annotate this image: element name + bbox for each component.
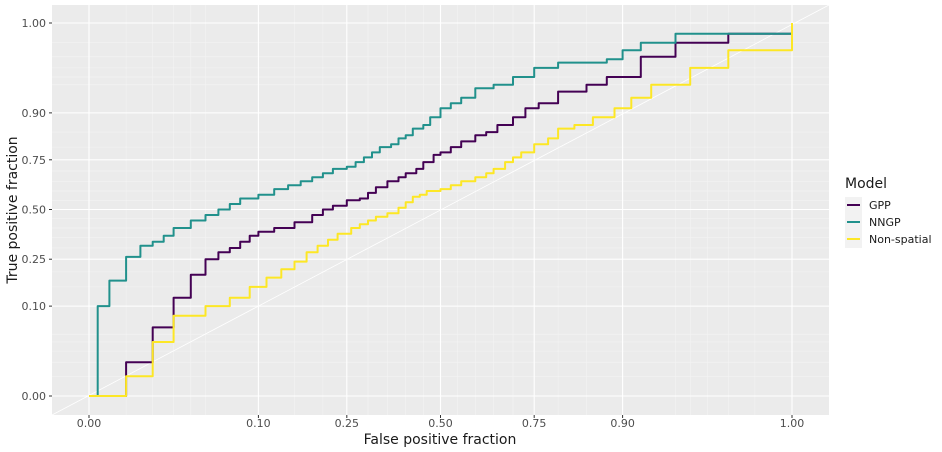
- legend-label: NNGP: [869, 216, 901, 229]
- x-tick-label: 0.90: [610, 417, 635, 430]
- x-axis-ticks: 0.00 0.10 0.25 0.50 0.75 0.90 1.00: [77, 415, 805, 430]
- diagonal-reference-line: [51, 4, 830, 416]
- x-tick-label: 0.50: [428, 417, 453, 430]
- legend: Model GPP NNGP Non-spatial: [845, 176, 932, 248]
- series-layer: [89, 23, 793, 397]
- y-tick-label: 1.00: [22, 17, 47, 30]
- x-axis-title: False positive fraction: [364, 432, 517, 448]
- y-tick-label: 0.25: [22, 253, 47, 266]
- x-tick-label: 1.00: [780, 417, 805, 430]
- y-tick-label: 0.00: [22, 390, 47, 403]
- y-tick-label: 0.50: [22, 204, 47, 217]
- x-tick-label: 0.25: [335, 417, 360, 430]
- x-tick-label: 0.75: [522, 417, 547, 430]
- y-axis-ticks: 0.00 0.10 0.25 0.50 0.75 0.90 1.00: [22, 17, 52, 403]
- legend-label: Non-spatial: [869, 233, 932, 246]
- series-line-nngp: [89, 23, 793, 397]
- legend-label: GPP: [869, 199, 891, 212]
- x-tick-label: 0.00: [77, 417, 102, 430]
- series-line-gpp: [89, 23, 793, 397]
- y-axis-title: True positive fraction: [5, 136, 21, 284]
- y-tick-label: 0.90: [22, 107, 47, 120]
- legend-title: Model: [845, 176, 887, 192]
- x-tick-label: 0.10: [246, 417, 271, 430]
- y-tick-label: 0.75: [22, 154, 47, 167]
- y-tick-label: 0.10: [22, 300, 47, 313]
- series-line-non-spatial: [89, 23, 793, 397]
